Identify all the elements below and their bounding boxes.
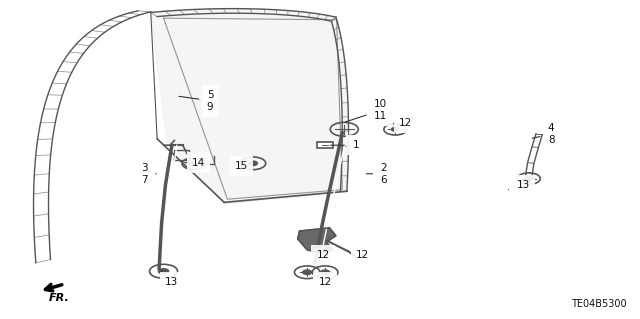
Text: TE04B5300: TE04B5300 <box>571 299 627 309</box>
Text: 12: 12 <box>319 277 332 287</box>
Text: 14: 14 <box>184 158 205 168</box>
Text: 5
9: 5 9 <box>179 90 214 112</box>
Circle shape <box>392 127 399 131</box>
Text: 12: 12 <box>348 250 369 260</box>
Text: 13: 13 <box>508 180 530 190</box>
Circle shape <box>189 162 197 166</box>
Polygon shape <box>298 228 336 253</box>
Polygon shape <box>151 9 349 204</box>
Text: 4
8: 4 8 <box>532 123 554 145</box>
Text: 12: 12 <box>316 250 330 260</box>
Text: 3
7: 3 7 <box>141 163 156 185</box>
Text: 1: 1 <box>330 140 359 150</box>
Text: 15: 15 <box>235 161 248 171</box>
Circle shape <box>159 269 169 274</box>
Text: FR.: FR. <box>49 293 70 303</box>
FancyBboxPatch shape <box>317 142 333 148</box>
Circle shape <box>525 177 532 181</box>
Text: 13: 13 <box>162 271 179 287</box>
Text: 12: 12 <box>397 118 412 128</box>
Text: 2
6: 2 6 <box>366 163 387 185</box>
Circle shape <box>303 270 312 274</box>
Circle shape <box>248 161 257 166</box>
Circle shape <box>321 270 330 274</box>
Text: 10
11: 10 11 <box>345 100 387 122</box>
